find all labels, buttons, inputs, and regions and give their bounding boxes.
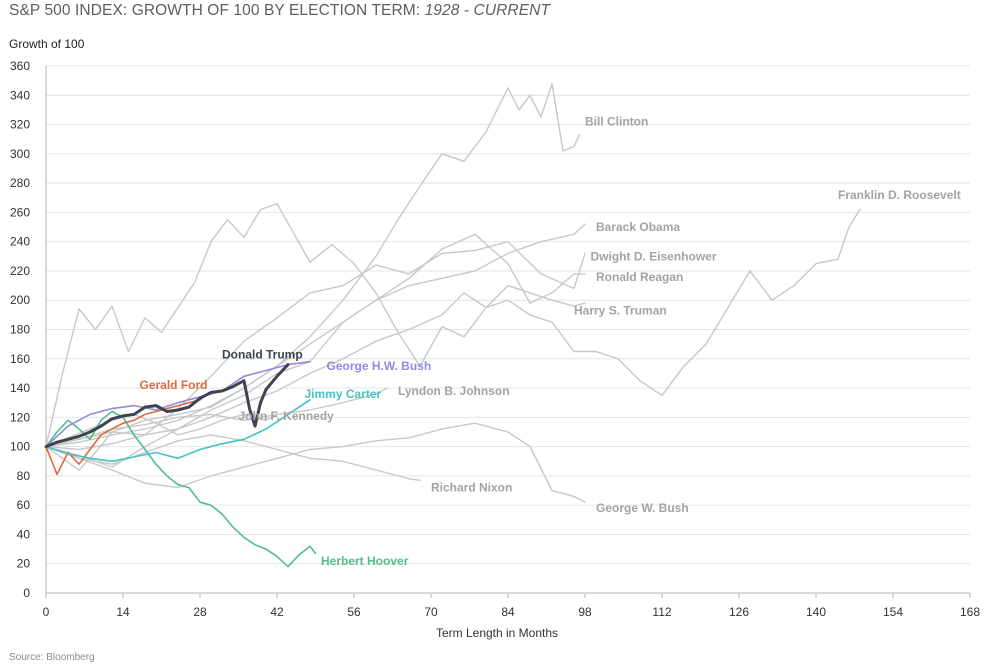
y-tick-label: 240 (10, 235, 30, 249)
series-line-george-w-bush (45, 422, 586, 503)
series-line-richard-nixon (45, 434, 421, 481)
series-label: John F. Kennedy (239, 409, 335, 423)
series-line-ronald-reagan (45, 233, 586, 468)
y-tick-label: 80 (17, 469, 31, 483)
y-tick-label: 100 (10, 440, 30, 454)
chart-title: S&P 500 INDEX: GROWTH OF 100 BY ELECTION… (9, 2, 550, 20)
x-tick-label: 112 (652, 605, 671, 619)
y-tick-label: 280 (10, 176, 30, 190)
series-label: Franklin D. Roosevelt (838, 188, 961, 202)
series-label: Jimmy Carter (305, 387, 382, 401)
series-label: Lyndon B. Johnson (398, 384, 510, 398)
series-line-franklin-d-roosevelt (45, 202, 861, 448)
x-tick-label: 168 (960, 605, 980, 619)
chart-title-main: S&P 500 INDEX: GROWTH OF 100 BY ELECTION… (9, 2, 425, 19)
series-line-herbert-hoover (45, 410, 317, 568)
series-label: Ronald Reagan (596, 270, 683, 284)
x-tick-label: 98 (578, 605, 592, 619)
series-line-harry-s-truman (45, 284, 586, 448)
axes: 0204060801001201401601802002202402602803… (10, 59, 980, 619)
y-tick-label: 160 (10, 352, 30, 366)
series-line-lyndon-b-johnson (45, 387, 388, 448)
y-tick-label: 120 (10, 410, 30, 424)
chart-title-range: 1928 - CURRENT (424, 2, 551, 19)
y-tick-label: 300 (10, 147, 30, 161)
series-label: Bill Clinton (585, 115, 648, 129)
y-tick-label: 320 (10, 118, 30, 132)
x-axis-title: Term Length in Months (436, 626, 558, 640)
x-tick-label: 14 (116, 605, 130, 619)
y-tick-label: 220 (10, 264, 30, 278)
series-line-donald-trump (44, 363, 290, 449)
y-tick-label: 200 (10, 293, 30, 307)
series-label: George H.W. Bush (327, 359, 432, 373)
series-labels: Bill Clinton Franklin D. Roosevelt Barack … (140, 115, 961, 568)
series-line-barack-obama (45, 223, 586, 471)
series-label: Donald Trump (222, 347, 303, 361)
x-tick-label: 84 (501, 605, 515, 619)
y-tick-label: 40 (17, 527, 31, 541)
series-lines (44, 82, 861, 568)
series-line-dwight-d-eisenhower (45, 240, 586, 451)
series-line-bill-clinton (45, 82, 581, 448)
y-tick-label: 60 (17, 498, 31, 512)
y-tick-label: 360 (10, 59, 30, 73)
series-line-john-f-kennedy (45, 413, 278, 448)
x-tick-label: 56 (347, 605, 361, 619)
series-label: Dwight D. Eisenhower (591, 249, 717, 263)
x-tick-label: 126 (729, 605, 749, 619)
x-tick-label: 140 (806, 605, 826, 619)
x-tick-label: 28 (193, 605, 207, 619)
x-tick-label: 0 (43, 605, 50, 619)
series-label: Richard Nixon (431, 481, 512, 495)
y-tick-label: 20 (17, 557, 31, 571)
series-line-gerald-ford (45, 394, 207, 476)
series-line-george-h-w-bush (45, 360, 311, 448)
y-tick-label: 260 (10, 205, 30, 219)
y-tick-label: 180 (10, 323, 30, 337)
series-label: Gerald Ford (140, 378, 208, 392)
source-note: Source: Bloomberg (9, 652, 95, 663)
y-tick-label: 140 (10, 381, 30, 395)
x-tick-label: 42 (270, 605, 284, 619)
series-label: George W. Bush (596, 501, 689, 515)
x-tick-label: 70 (424, 605, 438, 619)
y-tick-label: 0 (23, 586, 30, 600)
y-axis-title: Growth of 100 (9, 37, 85, 51)
y-tick-label: 340 (10, 88, 30, 102)
series-line-jimmy-carter (45, 398, 311, 463)
series-label: Harry S. Truman (574, 303, 667, 317)
series-label: Herbert Hoover (321, 554, 409, 568)
series-label: Barack Obama (596, 220, 680, 234)
x-tick-label: 154 (883, 605, 903, 619)
